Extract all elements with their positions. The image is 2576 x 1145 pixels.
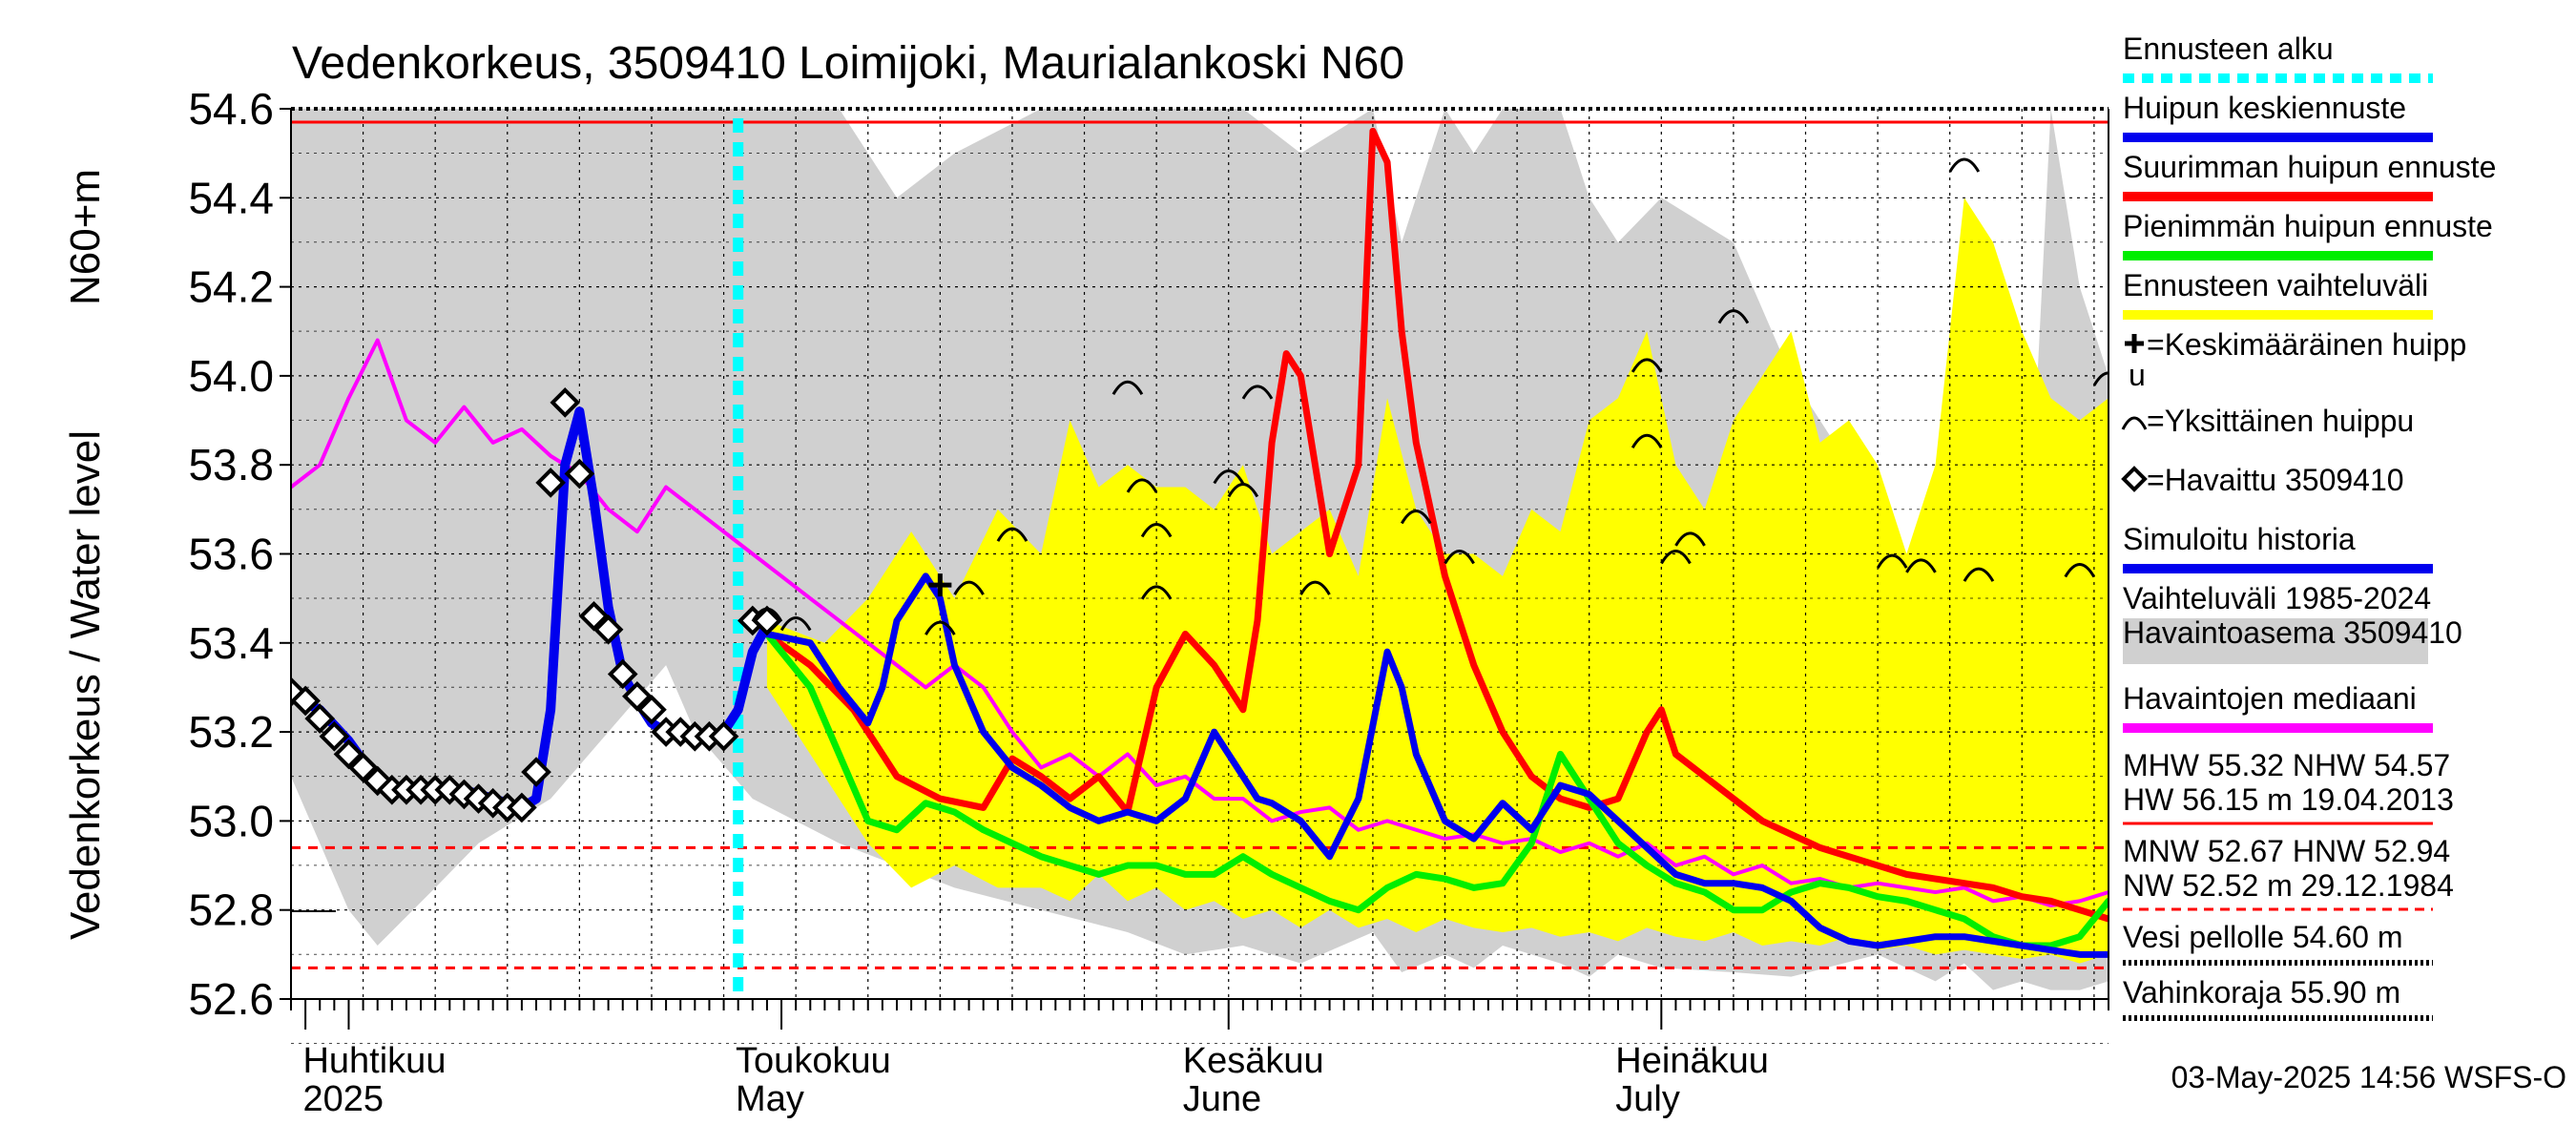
marker-single-peak-21 [1905, 558, 1937, 573]
marker-single-peak-19 [1717, 309, 1750, 324]
marker-single-peak-2 [924, 620, 956, 635]
marker-observed-21 [578, 600, 610, 632]
legend-item-vaihteluvali-1985-2024-label: Vaihteluväli 1985-2024 [2123, 581, 2431, 615]
y-tick-label-53-4: 53.4 [188, 618, 274, 668]
legend-item-ennusteen-alku-label: Ennusteen alku [2123, 31, 2334, 66]
marker-observed-22 [592, 614, 624, 645]
marker-single-peak-16 [1631, 433, 1663, 448]
marker-single-peak-25 [2092, 371, 2109, 386]
marker-single-peak-6 [1126, 478, 1158, 493]
marker-observed-3 [319, 720, 350, 752]
series-markers [291, 157, 2109, 823]
legend-stat-1-line2: NW 52.52 m 29.12.1984 [2123, 868, 2454, 903]
x-month-label-toukokuu: Toukokuu [736, 1041, 891, 1081]
y-axis-label-en: Vedenkorkeus / Water level [62, 430, 109, 940]
marker-single-peak-9 [1213, 469, 1245, 485]
y-tick-label-52-6: 52.6 [188, 974, 274, 1024]
grid [290, 108, 2109, 1044]
marker-mean-peak-0 [928, 573, 952, 597]
marker-observed-16 [507, 792, 537, 823]
legend-item-simuloitu-historia-label: Simuloitu historia [2123, 522, 2356, 556]
y-tick-label-53-8: 53.8 [188, 440, 274, 489]
x-month-sublabel-may: May [736, 1079, 804, 1119]
y-tick-label-54-2: 54.2 [188, 262, 274, 312]
legend-stat-1-line1: MNW 52.67 HNW 52.94 [2123, 834, 2450, 868]
marker-observed-20 [564, 458, 595, 489]
marker-observed-5 [347, 752, 379, 783]
legend-stat-3-line1: Vahinkoraja 55.90 m [2123, 975, 2400, 1010]
x-month-label-huhtikuu: Huhtikuu [302, 1041, 446, 1081]
legend-item-keskimaarainen-huipp-symbol [2125, 334, 2144, 353]
marker-observed-30 [708, 720, 739, 752]
legend-item-havaittu-3509410-symbol [2121, 466, 2148, 492]
legend-stat-2-line1: Vesi pellolle 54.60 m [2123, 920, 2403, 954]
marker-observed-24 [622, 680, 653, 712]
line-pienimman-huipun-ennuste [763, 630, 2109, 949]
marker-observed-25 [636, 694, 667, 725]
marker-single-peak-20 [1876, 553, 1908, 569]
marker-single-peak-23 [1963, 567, 1995, 582]
marker-single-peak-1 [779, 616, 812, 632]
axes: 52.6 52.8 53.0 53.2 53.4 53.6 53.8 54.0 54.2 54.4… [188, 84, 2109, 1119]
legend-item-havaittu-3509410-label: =Havaittu 3509410 [2147, 463, 2404, 497]
line-huipun-keskiennuste [763, 572, 2109, 958]
marker-single-peak-8 [1140, 585, 1173, 600]
legend-stat-0-line2: HW 56.15 m 19.04.2013 [2123, 782, 2454, 817]
marker-observed-32 [752, 605, 782, 636]
legend-item-keskimaarainen-huipp-label: =Keskimääräinen huipp [2147, 327, 2466, 362]
marker-single-peak-3 [953, 580, 985, 595]
x-month-sublabel-june: June [1183, 1079, 1261, 1119]
marker-single-peak-13 [1400, 510, 1432, 525]
marker-single-peak-7 [1140, 523, 1173, 538]
y-axis-label-fi: N60+m [62, 169, 109, 305]
y-tick-label-54-6: 54.6 [188, 84, 274, 134]
marker-observed-17 [521, 757, 551, 787]
marker-observed-19 [550, 387, 581, 418]
legend-item-huipun-keskiennuste-label: Huipun keskiennuste [2123, 91, 2406, 125]
footer-timestamp: 03-May-2025 14:56 WSFS-O [2171, 1060, 2566, 1094]
marker-observed-18 [535, 468, 566, 498]
marker-observed-4 [333, 739, 364, 770]
marker-single-peak-17 [1660, 550, 1692, 565]
legend-item-havaintojen-mediaani-label: Havaintojen mediaani [2123, 681, 2417, 716]
marker-single-peak-15 [1631, 358, 1663, 373]
reference-lines [291, 107, 2109, 999]
legend-item-ennusteen-vaihteluvali-label: Ennusteen vaihteluväli [2123, 268, 2428, 302]
marker-single-peak-0 [751, 607, 783, 622]
legend-item-suurimman-huipun-ennuste-label: Suurimman huipun ennuste [2123, 150, 2496, 184]
x-month-label-kesakuu: Kesäkuu [1183, 1041, 1324, 1081]
chart-title: Vedenkorkeus, 3509410 Loimijoki, Maurial… [292, 38, 1404, 89]
y-tick-label-54-0: 54.0 [188, 351, 274, 401]
line-suurimman-huipun-ennuste [763, 127, 2109, 923]
marker-single-peak-12 [1299, 580, 1331, 595]
x-month-sublabel-july: July [1615, 1079, 1680, 1119]
legend-stat-0-line1: MHW 55.32 NHW 54.57 [2123, 748, 2450, 782]
legend: Ennusteen alku Huipun keskiennuste Suurimm… [2121, 31, 2496, 1021]
x-month-label-heinakuu: Heinäkuu [1615, 1041, 1769, 1081]
legend-item-keskimaarainen-huipp-label-cont: u [2129, 358, 2146, 392]
legend-item-yksittainen-huippu-symbol [2121, 416, 2148, 430]
legend-item-vaihteluvali-1985-2024-symbol [2123, 618, 2428, 664]
legend-item-vaihteluvali-1985-2024-label-cont: Havaintoasema 3509410 [2123, 615, 2462, 650]
legend-item-yksittainen-huippu-label: =Yksittäinen huippu [2147, 404, 2414, 438]
marker-single-peak-24 [2064, 563, 2096, 578]
y-tick-label-54-4: 54.4 [188, 173, 274, 222]
marker-observed-23 [607, 658, 638, 690]
legend-item-pienimman-huipun-ennuste-label: Pienimmän huipun ennuste [2123, 209, 2493, 243]
y-tick-label-52-8: 52.8 [188, 885, 274, 935]
x-month-sublabel-2025: 2025 [302, 1079, 384, 1119]
marker-observed-1 [291, 685, 321, 717]
marker-single-peak-4 [996, 527, 1028, 542]
marker-single-peak-10 [1227, 483, 1259, 498]
marker-single-peak-14 [1444, 550, 1475, 565]
y-tick-label-53-2: 53.2 [188, 707, 274, 757]
marker-single-peak-18 [1674, 531, 1706, 547]
marker-single-peak-22 [1948, 157, 1981, 173]
marker-single-peak-5 [1111, 380, 1144, 396]
marker-observed-2 [304, 703, 336, 734]
y-tick-label-53-0: 53.0 [188, 796, 274, 845]
y-tick-label-53-6: 53.6 [188, 530, 274, 579]
marker-single-peak-11 [1241, 385, 1274, 400]
